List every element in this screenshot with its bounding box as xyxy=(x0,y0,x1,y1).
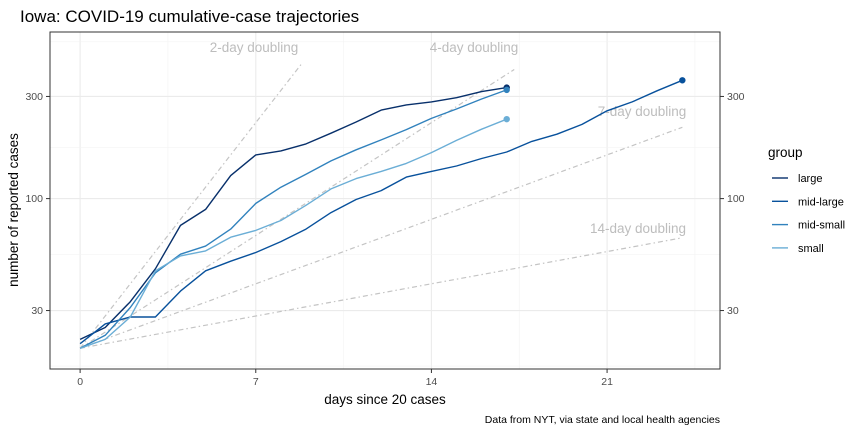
plot-grid xyxy=(50,32,720,369)
y-tick-label-right: 300 xyxy=(727,91,745,103)
y-tick-label-left: 300 xyxy=(25,91,43,103)
doubling-guide-label: 7-day doubling xyxy=(598,104,687,119)
legend-label-large: large xyxy=(798,173,822,185)
series-end-point-mid-small xyxy=(503,86,510,94)
legend-label-mid-large: mid-large xyxy=(798,196,844,208)
y-tick-label-left: 30 xyxy=(31,305,43,317)
doubling-guide-label: 2-day doubling xyxy=(210,40,299,55)
doubling-guide-line xyxy=(79,126,683,349)
axis-ticks: 0 7 14 21 30 30 100 100 300 300 xyxy=(25,91,744,388)
chart-caption: Data from NYT, via state and local healt… xyxy=(485,414,720,426)
y-tick-label-right: 30 xyxy=(727,305,739,317)
series-lines xyxy=(79,77,686,349)
doubling-guides: 2-day doubling 4-day doubling 7-day doubli… xyxy=(79,40,687,349)
legend-label-mid-small: mid-small xyxy=(798,220,845,232)
legend: group large mid-large mid-small small xyxy=(768,145,845,255)
series-end-point-small xyxy=(503,115,510,123)
x-axis-label: days since 20 cases xyxy=(324,392,446,407)
x-tick-label: 21 xyxy=(601,376,613,388)
doubling-guide-line xyxy=(79,68,515,349)
x-tick-label: 7 xyxy=(253,376,259,388)
chart-title: Iowa: COVID-19 cumulative-case trajector… xyxy=(20,7,359,26)
series-end-point-mid-large xyxy=(679,77,686,84)
panel-border xyxy=(49,31,721,370)
doubling-guide-label: 14-day doubling xyxy=(590,221,686,236)
series-line-small xyxy=(79,118,507,349)
doubling-guide-line xyxy=(79,64,302,349)
series-line-large xyxy=(79,86,507,341)
plot-frame xyxy=(49,31,721,370)
doubling-guide-label: 4-day doubling xyxy=(430,40,519,55)
series-line-mid-large xyxy=(79,79,683,345)
x-tick-label: 0 xyxy=(77,376,83,388)
x-tick-label: 14 xyxy=(426,376,438,388)
legend-title: group xyxy=(768,145,803,160)
y-tick-label-left: 100 xyxy=(25,193,43,205)
y-tick-label-right: 100 xyxy=(727,193,745,205)
y-axis-label: number of reported cases xyxy=(6,133,21,287)
legend-label-small: small xyxy=(798,243,824,255)
doubling-guide-line xyxy=(80,237,683,349)
legend-items: large mid-large mid-small small xyxy=(772,173,845,255)
